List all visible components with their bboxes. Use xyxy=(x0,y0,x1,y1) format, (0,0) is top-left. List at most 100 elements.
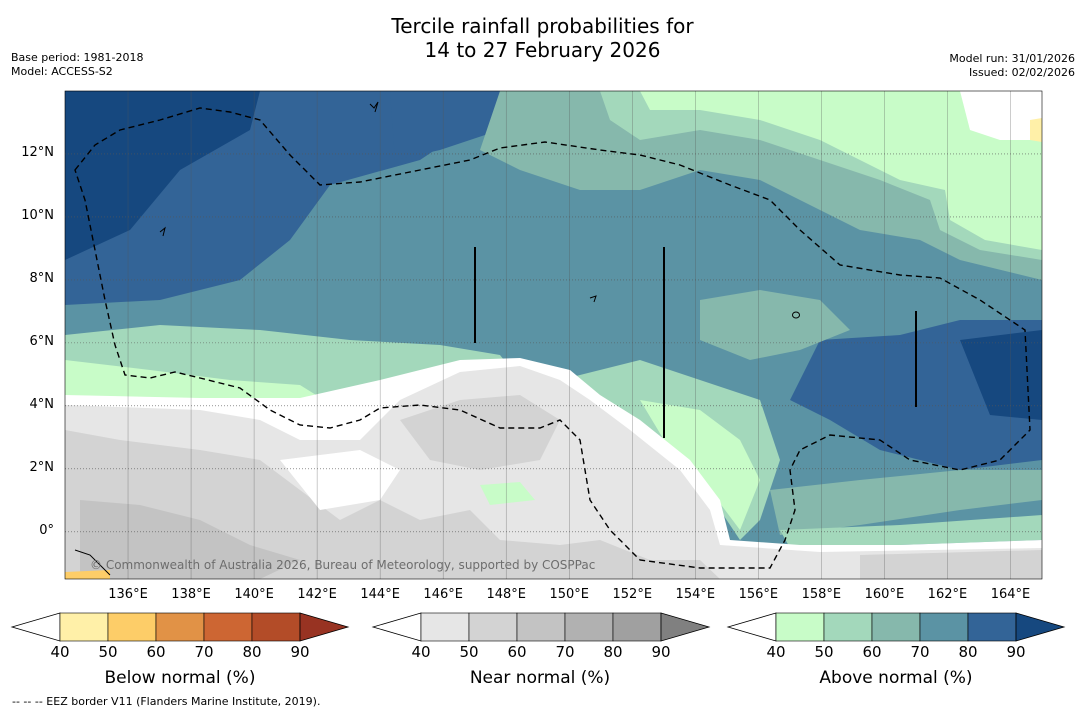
gridlines xyxy=(65,91,1042,579)
field-below-ne xyxy=(1030,118,1042,142)
colorbar-tick-label: 70 xyxy=(555,643,575,661)
colorbar-segment xyxy=(919,612,969,642)
lon-label: 140°E xyxy=(234,587,274,602)
colorbar-tick-label: 70 xyxy=(194,643,214,661)
colorbar-tick-label: 70 xyxy=(910,643,930,661)
colorbar-over-triangle xyxy=(1015,612,1066,642)
lon-label: 150°E xyxy=(549,587,590,602)
lon-label: 148°E xyxy=(486,587,526,602)
colorbar-tick-label: 40 xyxy=(766,643,786,661)
island-guam xyxy=(369,101,379,113)
colorbar-segment xyxy=(155,612,205,642)
island-chuuk xyxy=(589,295,597,303)
issued-date: Issued: 02/02/2026 xyxy=(968,66,1075,79)
field-above-50-mid xyxy=(640,400,760,530)
lon-label: 160°E xyxy=(864,587,905,602)
meta-right: Model run: 31/01/2026 Issued: 02/02/2026 xyxy=(949,52,1075,80)
solid-boundaries xyxy=(474,247,917,438)
field-above-50-ne xyxy=(640,91,1042,250)
colorbar-segment xyxy=(468,612,518,642)
field-above-70-mid xyxy=(700,290,850,360)
field-nosignal-patch xyxy=(280,450,400,510)
probability-field xyxy=(65,91,1042,579)
footnote-eez: -- -- -- EEZ border V11 (Flanders Marine… xyxy=(12,695,321,708)
lon-label: 164°E xyxy=(990,587,1031,602)
colorbar-segment xyxy=(420,612,470,642)
lat-label: 12°N xyxy=(21,144,54,160)
field-above-50-patch xyxy=(480,482,535,505)
colorbar-segment xyxy=(107,612,157,642)
field-above-90-se xyxy=(960,330,1042,420)
lon-label: 142°E xyxy=(297,587,337,602)
colorbar-segment xyxy=(251,612,301,642)
colorbar-tick-label: 50 xyxy=(459,643,479,661)
island-pohnpei xyxy=(792,311,800,319)
colorbar-segment xyxy=(775,612,825,642)
lon-label: 138°E xyxy=(171,587,211,602)
colorbar-under-triangle xyxy=(371,612,422,642)
colorbar-segment xyxy=(871,612,921,642)
coastline-new-guinea xyxy=(74,549,111,576)
lon-label: 146°E xyxy=(423,587,463,602)
colorbar-segment xyxy=(59,612,109,642)
colorbar-tick-label: 50 xyxy=(814,643,834,661)
lat-label: 10°N xyxy=(21,207,54,223)
colorbar-label-below: Below normal (%) xyxy=(104,668,256,688)
colorbar-under-triangle xyxy=(726,612,777,642)
colorbar-segment xyxy=(203,612,253,642)
lon-label: 152°E xyxy=(612,587,653,602)
colorbar-segment xyxy=(516,612,566,642)
field-above-80-north xyxy=(390,91,520,160)
colorbar-label-near: Near normal (%) xyxy=(469,668,611,688)
islands xyxy=(74,101,800,576)
model-run: Model run: 31/01/2026 xyxy=(949,52,1075,65)
field-nosignal-ne xyxy=(960,91,1042,140)
colorbars xyxy=(10,612,1066,642)
colorbar-over-triangle xyxy=(299,612,350,642)
chart-title: Tercile rainfall probabilities for 14 to… xyxy=(0,14,1085,62)
lon-label: 162°E xyxy=(927,587,968,602)
colorbar-tick-label: 90 xyxy=(1006,643,1026,661)
field-near-50-se xyxy=(860,550,1042,579)
colorbar-under-triangle xyxy=(10,612,61,642)
field-near-50-mid xyxy=(400,395,560,470)
colorbar-tick-label: 90 xyxy=(651,643,671,661)
lon-label: 154°E xyxy=(675,587,716,602)
lat-label: 6°N xyxy=(29,333,55,349)
title-line-2: 14 to 27 February 2026 xyxy=(424,38,661,62)
colorbar-tick-label: 60 xyxy=(507,643,527,661)
lon-label: 158°E xyxy=(801,587,842,602)
colorbar-tick-label: 40 xyxy=(411,643,431,661)
copyright-notice: © Commonwealth of Australia 2026, Bureau… xyxy=(90,558,596,572)
lon-label: 144°E xyxy=(360,587,400,602)
lat-label: 8°N xyxy=(29,270,55,286)
colorbar-tick-label: 40 xyxy=(50,643,70,661)
colorbar-tick-label: 90 xyxy=(290,643,310,661)
colorbar-segment xyxy=(564,612,614,642)
model-name: Model: ACCESS-S2 xyxy=(11,65,113,78)
island-yap xyxy=(159,226,166,237)
lat-label: 0° xyxy=(39,522,54,538)
lat-label: 4°N xyxy=(29,396,55,412)
colorbar-segment xyxy=(612,612,662,642)
colorbar-tick-label: 60 xyxy=(146,643,166,661)
colorbar-tick-label: 50 xyxy=(98,643,118,661)
colorbar-tick-label: 80 xyxy=(958,643,978,661)
map-frame xyxy=(64,90,1043,580)
colorbar-tick-label: 60 xyxy=(862,643,882,661)
eez-borders xyxy=(74,107,1031,569)
base-period: Base period: 1981-2018 xyxy=(11,51,144,64)
colorbar-segment xyxy=(823,612,873,642)
colorbar-over-triangle xyxy=(660,612,711,642)
colorbar-label-above: Above normal (%) xyxy=(819,668,973,688)
title-line-1: Tercile rainfall probabilities for xyxy=(391,14,694,38)
colorbar-tick-label: 80 xyxy=(603,643,623,661)
field-below-sw xyxy=(65,570,110,579)
lon-label: 136°E xyxy=(108,587,148,602)
meta-left: Base period: 1981-2018 Model: ACCESS-S2 xyxy=(11,51,143,79)
eez-boundary xyxy=(74,107,1031,569)
lon-label: 156°E xyxy=(738,587,779,602)
field-above-70-south xyxy=(770,470,1042,535)
colorbar-tick-label: 80 xyxy=(242,643,262,661)
